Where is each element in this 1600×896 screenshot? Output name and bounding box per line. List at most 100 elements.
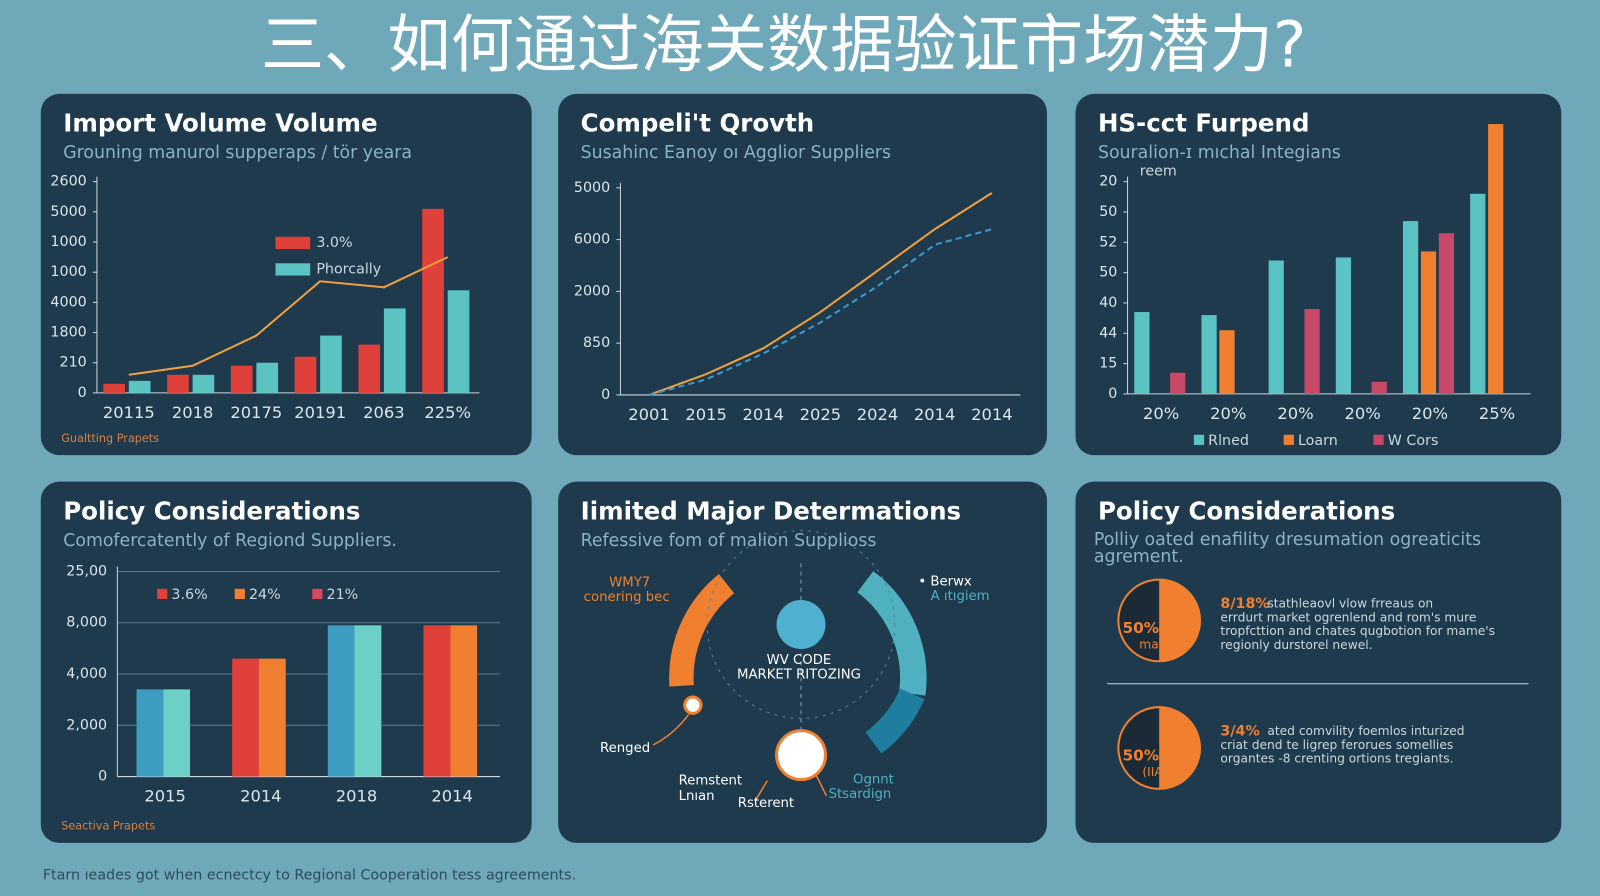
bar	[1371, 381, 1387, 394]
panel-subtitle: Polliy oated enafility dresumation ogrea…	[1094, 530, 1481, 550]
bar	[1134, 312, 1150, 394]
panel-subtitle: agrement.	[1094, 547, 1184, 567]
bar	[327, 625, 382, 777]
bar	[1170, 372, 1186, 394]
x-tick-label: 20115	[103, 403, 155, 422]
x-tick-label: 20%	[1210, 404, 1246, 423]
bar	[232, 658, 286, 777]
bar	[1488, 124, 1504, 394]
x-tick-label: 225%	[424, 403, 471, 422]
x-tick-label: 2001	[628, 405, 670, 424]
x-tick-label: 2024	[857, 405, 899, 424]
diagram-label: WMY7	[609, 576, 650, 591]
panel	[558, 481, 1047, 843]
bar	[422, 208, 444, 393]
legend-label: Loarn	[1298, 433, 1338, 449]
bar	[103, 383, 125, 393]
x-tick-label: 2014	[914, 405, 956, 424]
panel-title: Compeli't Qrovth	[581, 109, 815, 138]
bar	[1219, 330, 1235, 394]
bar	[167, 374, 189, 393]
legend-label: 3.0%	[316, 235, 352, 251]
text-line: errdurt market ogrenlend and rom's mure	[1220, 610, 1476, 624]
diagram-label: Remstent	[679, 774, 743, 789]
y-tick-label: 1000	[50, 234, 86, 250]
x-tick-label: 20175	[230, 403, 282, 422]
x-tick-label: 2063	[363, 403, 405, 422]
legend-swatch	[275, 236, 311, 250]
text-line: regionly durstorel newel.	[1220, 638, 1372, 652]
legend-swatch	[312, 588, 323, 600]
bar	[256, 362, 279, 393]
y-tick-label: 50	[1099, 265, 1117, 281]
panel-subtitle: Souralion-ɪ mıchal Integians	[1098, 143, 1341, 163]
bar	[1402, 221, 1419, 394]
y-tick-label: 8,000	[66, 615, 107, 631]
text-heading: 3/4%	[1220, 724, 1259, 740]
diagram-label: Stsardign	[829, 787, 892, 802]
bar	[136, 689, 191, 777]
panel-note: Gualtting Prapets	[61, 432, 159, 445]
diagram-label: MARKET RITOZING	[737, 668, 861, 683]
x-tick-label: 2014	[743, 405, 785, 424]
bar	[383, 308, 406, 393]
x-tick-label: 20191	[294, 403, 346, 422]
legend-swatch	[1373, 434, 1384, 445]
text-line: criat dend te ligrep ferorues somellies	[1220, 738, 1453, 752]
bar	[230, 365, 253, 393]
panel-title: Policy Considerations	[1098, 496, 1395, 525]
diagram-label: A ıtıgiem	[931, 589, 990, 604]
pie-sublabel: maurd	[1139, 637, 1179, 651]
page-title: 三、如何通过海关数据验证市场潜力?	[261, 8, 1307, 82]
bar	[192, 374, 215, 393]
legend-swatch	[275, 263, 311, 276]
x-tick-label: 2014	[431, 786, 473, 805]
text-heading: 8/18%	[1220, 596, 1269, 612]
legend-swatch	[1193, 434, 1205, 445]
text-line: tropfcttion and chates qugbotion for mam…	[1220, 624, 1495, 638]
panel	[558, 93, 1047, 456]
bar	[423, 625, 478, 777]
panel-subtitle: Susahinc Eanoy oı Agglior Suppliers	[581, 143, 891, 163]
y-tick-label: 5000	[50, 204, 86, 220]
legend-label: W Cors	[1388, 433, 1439, 449]
y-tick-label: 44	[1099, 325, 1117, 341]
y-tick-label: 0	[98, 769, 107, 785]
y-tick-label: 40	[1099, 295, 1117, 311]
bar	[1268, 260, 1284, 394]
x-tick-label: 25%	[1479, 404, 1515, 423]
x-tick-label: 20%	[1277, 404, 1313, 423]
bar	[1438, 233, 1455, 394]
diagram-label: • Berwx	[918, 575, 972, 590]
pie-label: 50%	[1123, 747, 1160, 765]
y-tick-label: 850	[583, 335, 610, 351]
diagram-label: Lnıan	[679, 789, 715, 804]
line	[648, 228, 993, 396]
y-tick-label: 52	[1099, 234, 1117, 250]
y-tick-label: 6000	[574, 232, 610, 248]
diagram-label: WV CODE	[767, 653, 832, 668]
bar	[358, 344, 381, 393]
panel-subtitle: Refessive fom of malion Supplioss	[581, 531, 877, 551]
y-tick-label: 5000	[574, 180, 610, 196]
x-tick-label: 2014	[240, 786, 282, 805]
pie-sublabel: (IIAR)	[1142, 765, 1176, 779]
panel-title: HS-cct Furpend	[1098, 109, 1310, 138]
diagram-label: Renged	[600, 741, 650, 756]
legend-label: 3.6%	[171, 587, 207, 603]
bar	[128, 380, 151, 393]
y-tick-label: 2,000	[66, 717, 107, 733]
legend-label: Rlned	[1208, 433, 1249, 449]
y-tick-label: 50	[1099, 204, 1117, 220]
bar	[1304, 309, 1320, 394]
y-tick-label: 1800	[50, 325, 86, 341]
y-tick-label: 2600	[50, 174, 86, 190]
bar	[294, 356, 317, 393]
pie-slice	[1159, 707, 1200, 789]
x-tick-label: 2015	[144, 786, 186, 805]
panel-note: Seactiva Prapets	[61, 820, 155, 833]
y-tick-label: 20	[1099, 174, 1117, 190]
text-line: organtes -8 crenting ortions tregiants.	[1220, 752, 1453, 766]
bar	[320, 335, 342, 393]
